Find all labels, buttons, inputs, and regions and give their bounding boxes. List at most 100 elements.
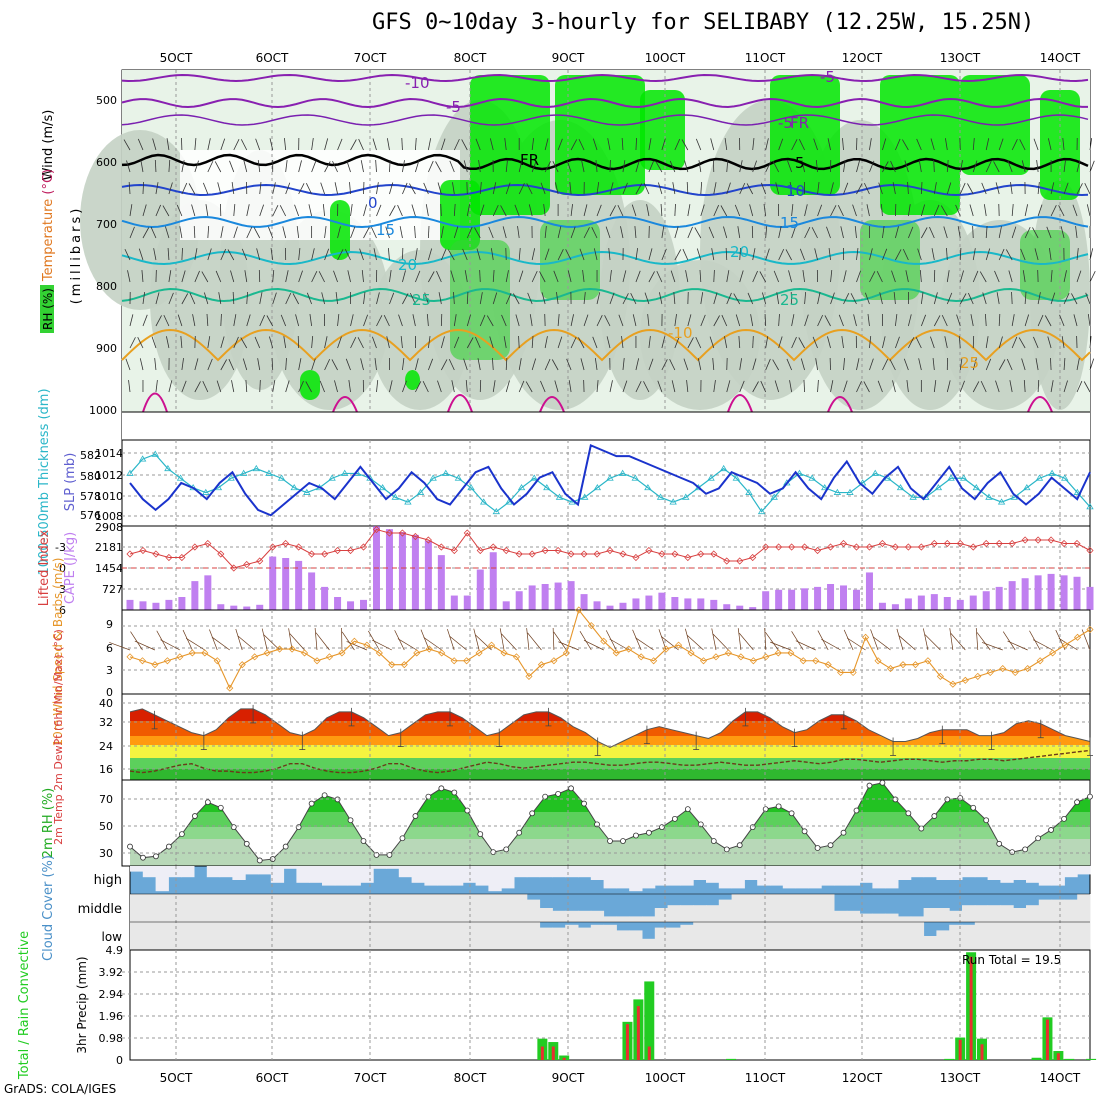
wind-barb [266,315,274,327]
wind-barb [540,182,546,195]
wind-barb [747,292,754,305]
rh2m-point [399,835,406,842]
cape-bar [684,598,692,610]
cloud-clear-cell [642,866,656,889]
wind-barb [270,248,274,261]
wind-barb [142,227,150,239]
lifted-index-point [736,557,744,565]
wind-barb [648,358,654,371]
wind-barb [828,248,831,261]
wind-barb [492,292,498,305]
wind-barb [879,292,883,305]
wind-barb [1033,336,1039,349]
wind10m-barbs [109,627,1091,651]
ytick-label: 2.94 [99,988,124,1001]
thickness-point [959,474,968,481]
wind-barb [570,139,578,151]
wind-barb [357,337,364,349]
rh2m-point [1087,793,1093,800]
wind-speed-point [650,657,658,665]
wind-barb [752,248,756,261]
wind-barb [180,336,183,349]
wind-barb [985,336,989,349]
rh2m-point [996,840,1003,847]
rh2m-point [386,852,393,858]
wind-barb [1076,248,1079,261]
wind-barb [389,159,391,173]
wind-barb [207,160,214,173]
wind-barb [959,160,963,173]
wind-barb [608,248,611,261]
cloud-clear-cell [923,908,937,922]
wind-barb [554,380,559,393]
lifted-index-point [165,553,173,562]
thickness-point [745,488,753,495]
wind-barb [907,182,909,195]
wind-barb [137,337,144,349]
cape-bar [476,569,484,610]
wind-barb [123,139,131,151]
wind-barb [687,314,692,327]
cloud-clear-cell [846,910,861,922]
wind-barb [791,314,795,327]
cloud-clear-cell [603,916,617,922]
wind-barb [254,336,261,349]
lifted-index-point [152,550,160,558]
wind-barb [635,183,643,195]
rh2m-point [373,852,380,858]
wind-barb [462,248,468,261]
wind-barb [878,182,883,195]
isotherm-25 [121,328,1091,362]
wind-barb [461,139,468,151]
cloud-clear-cell [245,894,259,922]
wind-barb [726,160,729,173]
wind-barb [279,205,287,217]
wind-speed-point [438,649,446,657]
isotherm-label: 15 [780,214,799,232]
wind-barb [609,182,614,195]
wind-barb [634,226,637,239]
wind-barb [765,226,768,239]
cloud-clear-cell [526,922,541,950]
wind-barb [596,380,599,393]
wind-barb [181,270,186,283]
lifted-index-point [541,546,549,555]
rh2m-point [970,804,977,811]
cloud-clear-cell [168,894,182,922]
wind-barb [229,160,235,173]
wind-barb [946,292,953,305]
cloud-clear-cell [283,922,297,950]
thickness-point [277,474,286,481]
wind-barb [298,380,304,393]
wind-barb [903,358,909,371]
thickness-point [239,469,248,476]
wind-barb [527,292,533,305]
isotherm-label: 5 [795,154,805,172]
wind10m-barb [949,628,954,651]
wind-barb [489,336,494,349]
wind-speed-point [949,680,957,688]
cape-bar [1021,578,1029,610]
wind-barb [852,204,857,217]
cape-bar [801,588,809,610]
wind10m-barb [109,642,131,651]
wind-barb [1020,248,1026,261]
wind-barb [194,248,198,261]
rh2m-point [814,845,821,851]
wind10m-barb [182,629,193,651]
wind-barb [240,337,248,349]
cape-bar [502,601,510,610]
thickness-point [795,469,804,476]
wind-barb [739,182,746,195]
cloud-clear-cell [475,894,489,922]
wind-barb [622,160,626,173]
wind-barb [930,336,935,349]
wind-barb [503,336,507,349]
wind10m-barb [314,628,318,651]
wind-barb [635,358,640,371]
wind-barb [984,314,987,327]
wind-barb [856,358,860,371]
wind-barb [843,358,845,371]
wind-barb [415,138,417,151]
wind-barb [941,314,948,327]
